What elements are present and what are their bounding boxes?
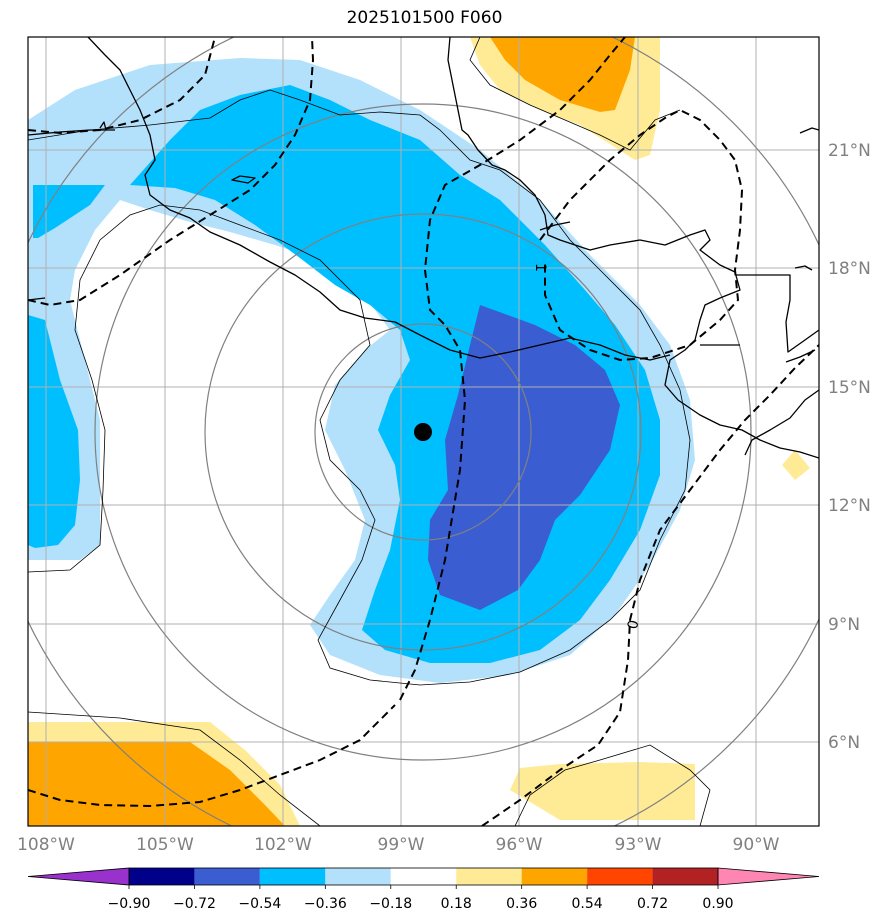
contour-label: 0 [625,619,642,631]
colorbar-tick-label: −0.54 [238,896,281,912]
lon-tick-label: 108°W [17,835,75,855]
colorbar-bin [259,868,326,885]
contour-label: 1 [532,263,548,272]
lon-tick-label: 93°W [615,835,662,855]
colorbar-tick-label: −0.18 [369,896,412,912]
colorbar-bin [325,868,391,885]
colorbar-tick-label: 0.36 [506,896,537,912]
thin-contour [28,37,711,826]
colorbar-bin [194,868,260,885]
lon-tick-label: 96°W [496,835,543,855]
range-rings [28,37,819,826]
colorbar-tick-label: 0.54 [572,896,603,912]
colorbar-outline [128,867,719,886]
colorbar-extend-low [27,867,130,886]
colorbar-bin [456,868,522,885]
lat-tick-label: 21°N [828,141,871,161]
colorbar-bin [587,868,653,885]
colorbar: −0.90 −0.72 −0.54 −0.36 −0.18 0.18 0.36 0.54 0.7… [27,867,820,912]
storm-center-marker [414,423,432,441]
map-panel: 0 1 [28,37,819,826]
colorbar-bin [521,868,588,885]
dashed-contours [28,37,819,826]
lat-tick-label: 9°N [828,615,860,635]
colorbar-extend-high [717,867,820,886]
anomaly-fill-royal-blue [428,305,620,610]
lat-tick-label: 6°N [828,733,860,753]
colorbar-tick-label: −0.90 [108,896,151,912]
coastline [28,37,819,459]
graticule [28,37,819,826]
lat-tick-label: 12°N [828,496,871,516]
map-title: 2025101500 F060 [346,8,503,28]
lat-tick-label: 15°N [828,378,871,398]
colorbar-bin [652,868,718,885]
colorbar-tick-label: 0.90 [702,896,733,912]
colorbar-bin [129,868,195,885]
lon-tick-label: 102°W [254,835,312,855]
lon-axis: 108°W 105°W 102°W 99°W 96°W 93°W 90°W [17,835,780,855]
colorbar-tick-label: −0.72 [173,896,216,912]
lat-tick-label: 18°N [828,259,871,279]
lon-tick-label: 90°W [733,835,780,855]
lat-axis: 21°N 18°N 15°N 12°N 9°N 6°N [828,141,871,753]
colorbar-tick-label: −0.36 [304,896,347,912]
lon-tick-label: 99°W [378,835,425,855]
plot-frame [27,36,820,827]
lon-tick-label: 105°W [136,835,194,855]
colorbar-bin [390,868,457,885]
colorbar-tick-label: 0.72 [637,896,668,912]
colorbar-tick-label: 0.18 [441,896,472,912]
